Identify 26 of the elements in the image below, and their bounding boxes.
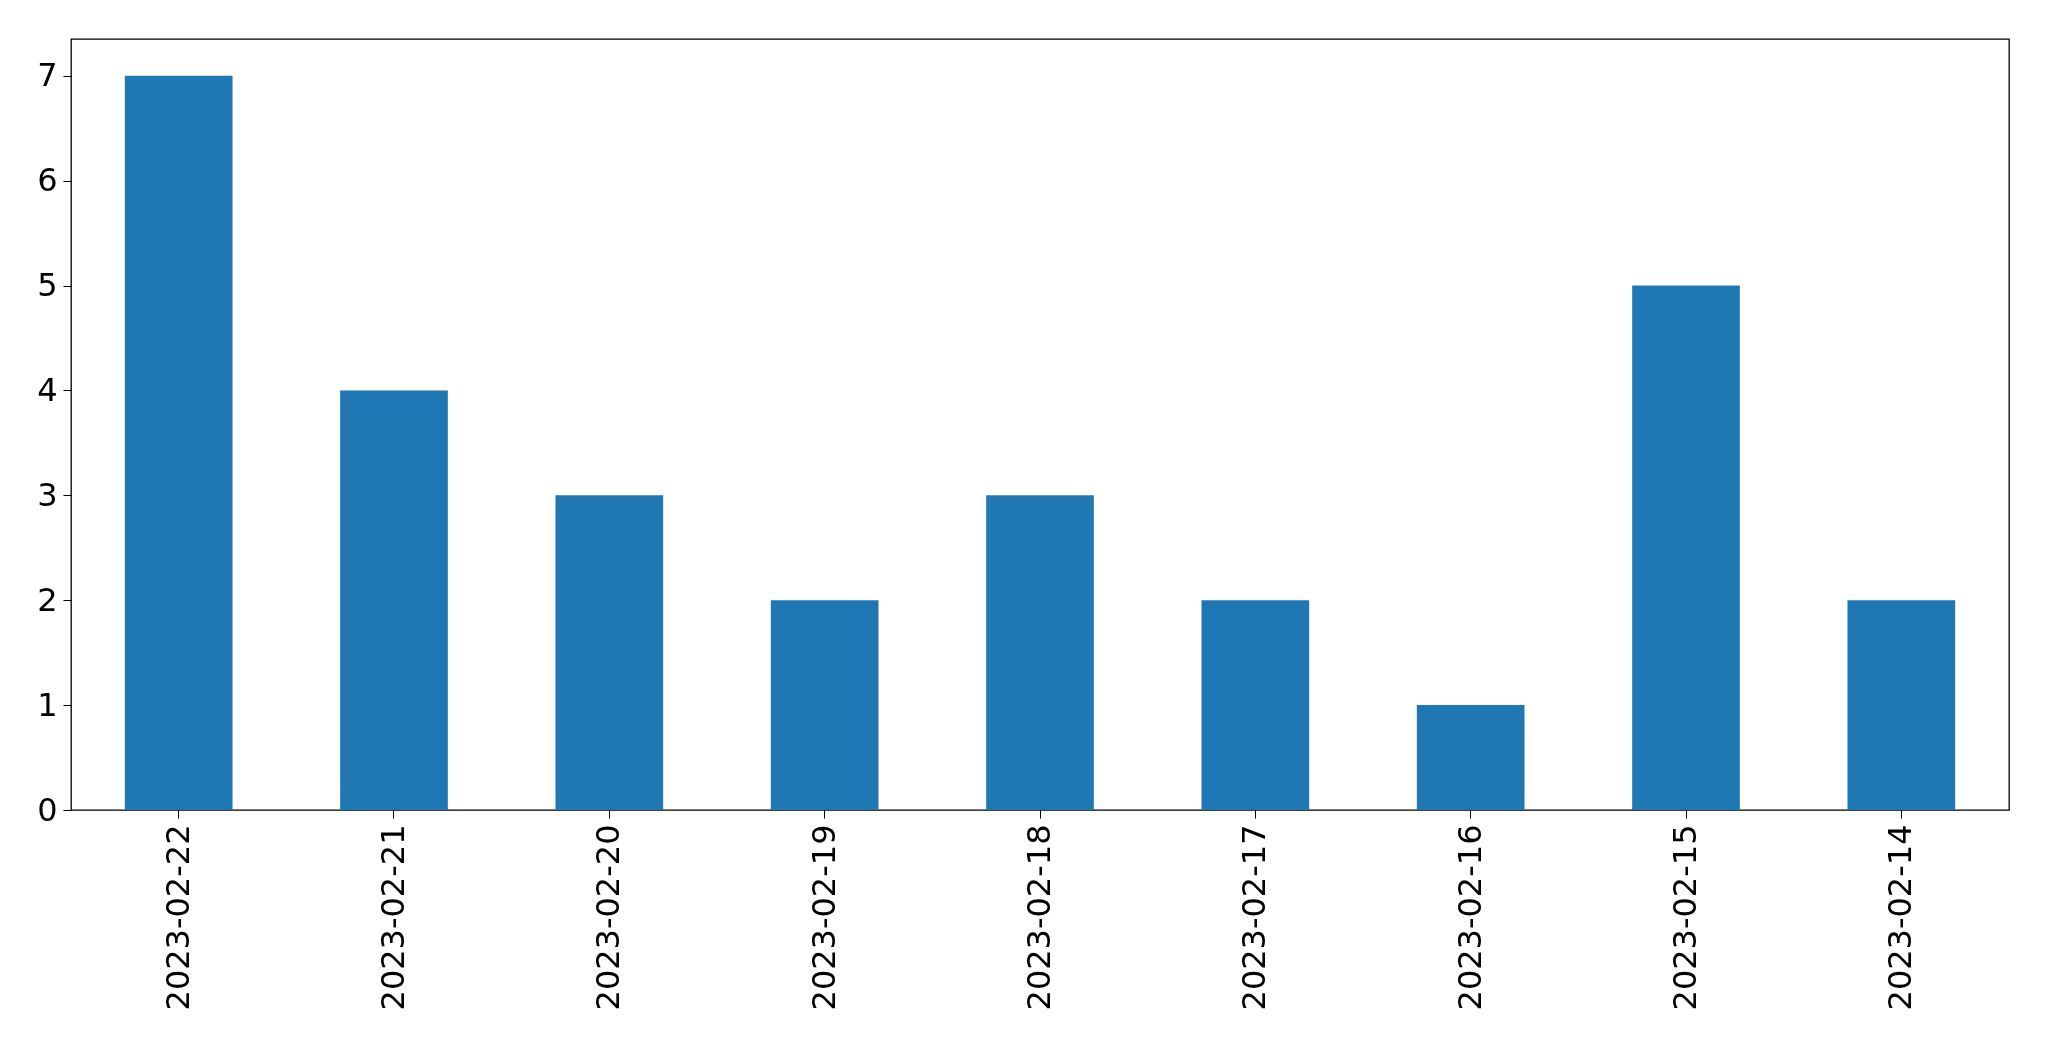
bar	[770, 600, 879, 810]
bar	[555, 495, 664, 810]
y-tick-label: 4	[37, 370, 58, 409]
x-tick-label: 2023-02-21	[374, 824, 412, 1011]
x-tick-label: 2023-02-22	[158, 824, 197, 1011]
bar	[1847, 600, 1956, 810]
bar	[1201, 600, 1310, 810]
x-tick-label: 2023-02-14	[1881, 824, 1920, 1011]
y-tick-label: 6	[37, 161, 58, 200]
y-tick-label: 2	[37, 580, 58, 619]
y-tick-label: 0	[37, 790, 58, 829]
y-tick-label: 5	[37, 266, 58, 305]
y-tick-label: 3	[37, 475, 58, 514]
bar	[986, 495, 1094, 810]
bar	[340, 390, 448, 810]
y-tick-label: 7	[37, 56, 58, 95]
bar	[1632, 285, 1740, 810]
x-tick-label: 2023-02-17	[1235, 824, 1274, 1011]
y-tick-label: 1	[37, 685, 58, 724]
bar	[1416, 705, 1525, 810]
x-tick-label: 2023-02-18	[1020, 824, 1058, 1011]
x-tick-label: 2023-02-16	[1450, 824, 1489, 1011]
bar	[124, 75, 233, 810]
x-tick-label: 2023-02-15	[1666, 824, 1704, 1011]
x-tick-label: 2023-02-20	[589, 824, 628, 1011]
x-tick-label: 2023-02-19	[804, 824, 843, 1011]
